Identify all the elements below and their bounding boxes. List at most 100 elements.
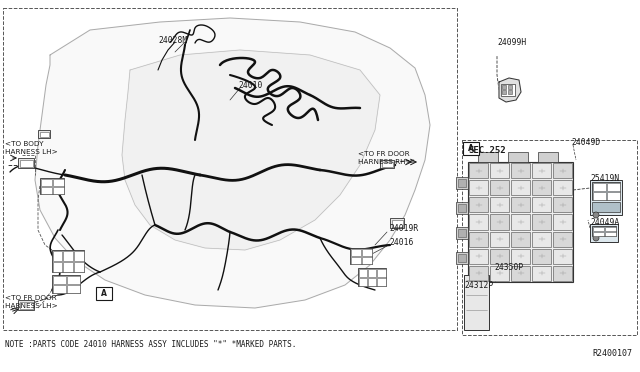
Bar bbox=[532, 163, 551, 178]
Bar bbox=[63, 262, 73, 272]
Bar bbox=[63, 250, 73, 260]
Bar bbox=[67, 276, 79, 283]
Bar bbox=[490, 266, 509, 281]
Bar bbox=[593, 183, 605, 190]
Bar bbox=[511, 163, 530, 178]
Bar bbox=[456, 202, 468, 214]
Text: 24049D: 24049D bbox=[571, 138, 600, 147]
Text: <TO FR DOOR
HARNESS RH>: <TO FR DOOR HARNESS RH> bbox=[358, 151, 412, 165]
Bar bbox=[458, 204, 466, 212]
Polygon shape bbox=[35, 18, 430, 308]
Text: 24016: 24016 bbox=[389, 237, 413, 247]
Bar bbox=[456, 177, 468, 189]
Bar bbox=[592, 182, 620, 200]
Text: 24010: 24010 bbox=[238, 80, 262, 90]
Text: NOTE :PARTS CODE 24010 HARNESS ASSY INCLUDES "*" *MARKED PARTS.: NOTE :PARTS CODE 24010 HARNESS ASSY INCL… bbox=[5, 340, 296, 349]
Bar bbox=[593, 227, 604, 231]
Bar bbox=[74, 262, 83, 272]
Bar bbox=[458, 179, 466, 187]
Bar bbox=[74, 250, 83, 260]
Bar bbox=[469, 232, 488, 247]
Bar bbox=[490, 163, 509, 178]
Bar bbox=[18, 300, 34, 310]
Circle shape bbox=[593, 235, 599, 241]
Bar bbox=[490, 249, 509, 264]
Text: 24099H: 24099H bbox=[497, 38, 526, 46]
Bar bbox=[40, 178, 64, 194]
Bar bbox=[532, 266, 551, 281]
Bar bbox=[532, 232, 551, 247]
Bar bbox=[592, 226, 616, 236]
Bar bbox=[478, 152, 498, 162]
Bar bbox=[358, 269, 367, 276]
Bar bbox=[605, 227, 616, 231]
Bar bbox=[511, 266, 530, 281]
Bar bbox=[511, 214, 530, 230]
Polygon shape bbox=[499, 78, 521, 102]
Bar bbox=[501, 84, 515, 96]
Bar bbox=[511, 180, 530, 195]
Text: 24312P: 24312P bbox=[464, 282, 493, 291]
Circle shape bbox=[593, 212, 599, 218]
Bar bbox=[40, 131, 49, 137]
Bar bbox=[538, 152, 558, 162]
Bar bbox=[607, 183, 620, 190]
Text: <TO FR DOOR
HARNESS LH>: <TO FR DOOR HARNESS LH> bbox=[5, 295, 58, 309]
Bar bbox=[511, 232, 530, 247]
Bar bbox=[358, 268, 386, 286]
Bar bbox=[607, 192, 620, 199]
Bar bbox=[490, 232, 509, 247]
Text: R2400107: R2400107 bbox=[592, 349, 632, 358]
Bar bbox=[553, 180, 572, 195]
Bar bbox=[463, 142, 479, 155]
Bar bbox=[38, 130, 50, 138]
Bar bbox=[593, 192, 605, 199]
Bar bbox=[368, 269, 376, 276]
Bar bbox=[553, 249, 572, 264]
Bar bbox=[456, 227, 468, 239]
Bar bbox=[469, 249, 488, 264]
Bar bbox=[40, 179, 51, 186]
Bar bbox=[377, 278, 385, 285]
Bar bbox=[469, 180, 488, 195]
Bar bbox=[368, 278, 376, 285]
Bar bbox=[96, 287, 112, 300]
Bar bbox=[502, 85, 506, 89]
Text: 25419N: 25419N bbox=[590, 173, 620, 183]
Bar bbox=[490, 180, 509, 195]
Bar bbox=[590, 180, 622, 215]
Bar bbox=[593, 231, 604, 235]
Text: 24028M: 24028M bbox=[158, 35, 188, 45]
Bar bbox=[553, 197, 572, 212]
Bar bbox=[590, 224, 618, 242]
Bar bbox=[377, 269, 385, 276]
Bar bbox=[508, 152, 528, 162]
Text: A: A bbox=[101, 289, 107, 298]
Bar bbox=[502, 90, 506, 93]
Bar bbox=[390, 218, 404, 228]
Bar bbox=[458, 229, 466, 237]
Bar bbox=[392, 219, 403, 227]
Bar bbox=[358, 278, 367, 285]
Bar bbox=[52, 250, 62, 260]
Bar bbox=[381, 161, 392, 167]
Bar bbox=[490, 197, 509, 212]
Bar bbox=[592, 202, 620, 212]
Text: 24350P: 24350P bbox=[494, 263, 524, 273]
Text: A: A bbox=[468, 144, 474, 153]
Bar bbox=[553, 232, 572, 247]
Bar bbox=[52, 262, 62, 272]
Bar bbox=[52, 285, 65, 292]
Bar bbox=[52, 275, 80, 293]
Bar bbox=[462, 140, 637, 335]
Bar bbox=[553, 214, 572, 230]
Text: 24019R: 24019R bbox=[389, 224, 419, 232]
Bar bbox=[52, 179, 63, 186]
Bar bbox=[456, 252, 468, 264]
Bar bbox=[351, 257, 360, 263]
Bar bbox=[553, 266, 572, 281]
Bar bbox=[362, 257, 371, 263]
Bar bbox=[532, 249, 551, 264]
Bar bbox=[511, 249, 530, 264]
Bar bbox=[469, 163, 488, 178]
